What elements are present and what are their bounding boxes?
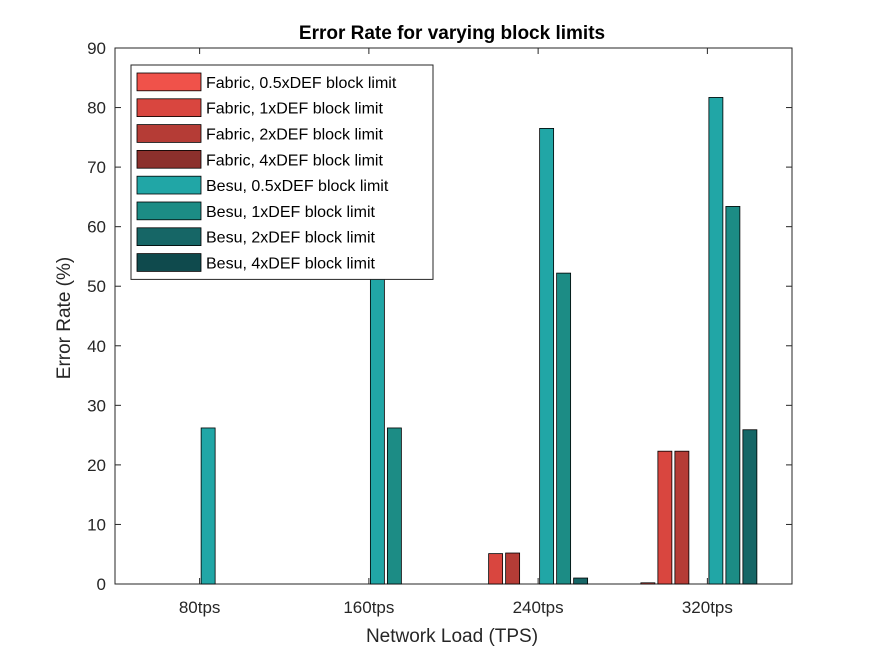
legend-entry: Fabric, 2xDEF block limit — [206, 127, 383, 144]
legend-entry: Besu, 4xDEF block limit — [206, 256, 375, 273]
bar-2-4 — [539, 127, 555, 585]
legend-swatch — [136, 201, 202, 221]
x-tick-label: 320tps — [682, 598, 733, 617]
bar-3-4 — [708, 97, 724, 585]
y-tick-label: 60 — [87, 218, 106, 237]
y-tick-label: 0 — [97, 575, 106, 594]
y-tick-label: 20 — [87, 456, 106, 475]
legend-entry: Besu, 0.5xDEF block limit — [206, 178, 389, 195]
y-axis-label: Error Rate (%) — [54, 257, 75, 379]
legend-entry: Besu, 2xDEF block limit — [206, 230, 375, 247]
bar-2-5 — [556, 272, 572, 585]
y-tick-label: 70 — [87, 158, 106, 177]
legend-box — [130, 64, 434, 280]
legend-swatch — [136, 175, 202, 195]
y-tick-label: 50 — [87, 277, 106, 296]
x-tick-label: 160tps — [343, 598, 394, 617]
legend-swatch — [136, 124, 202, 143]
bar-3-6 — [742, 429, 758, 585]
bar-3-2 — [674, 450, 690, 585]
x-tick-label: 240tps — [513, 598, 564, 617]
bar-0-4 — [200, 427, 216, 585]
y-tick-label: 90 — [87, 39, 106, 58]
legend-swatch — [136, 149, 202, 169]
x-tick-label: 80tps — [179, 598, 221, 617]
y-axis-ticks: 0 10 20 30 40 50 60 70 80 90 — [87, 39, 792, 594]
legend-swatch — [136, 72, 202, 92]
legend-entry: Fabric, 1xDEF block limit — [206, 101, 383, 118]
y-tick-label: 80 — [87, 99, 106, 118]
legend-entry: Fabric, 0.5xDEF block limit — [206, 75, 397, 92]
legend-entry: Fabric, 4xDEF block limit — [206, 152, 383, 169]
legend-swatch — [136, 98, 202, 118]
bars-group — [200, 97, 758, 585]
bar-2-2 — [505, 552, 521, 585]
bar-3-5 — [725, 206, 741, 585]
y-tick-label: 10 — [87, 515, 106, 534]
legend-swatch — [136, 253, 202, 272]
bar-1-4 — [369, 273, 385, 585]
bar-1-5 — [386, 427, 402, 585]
x-axis-ticks: 80tps 160tps 240tps 320tps — [179, 48, 733, 617]
bar-3-0 — [640, 582, 656, 585]
y-tick-label: 40 — [87, 337, 106, 356]
legend-entry: Besu, 1xDEF block limit — [206, 204, 375, 221]
bar-2-1 — [488, 553, 504, 585]
bar-3-1 — [657, 450, 673, 585]
y-tick-label: 30 — [87, 396, 106, 415]
chart-title: Error Rate for varying block limits — [299, 23, 605, 44]
legend-swatch — [136, 227, 202, 247]
bar-2-6 — [573, 577, 589, 585]
x-axis-label: Network Load (TPS) — [366, 626, 538, 647]
legend: Fabric, 0.5xDEF block limit Fabric, 1xDEF… — [130, 64, 434, 280]
